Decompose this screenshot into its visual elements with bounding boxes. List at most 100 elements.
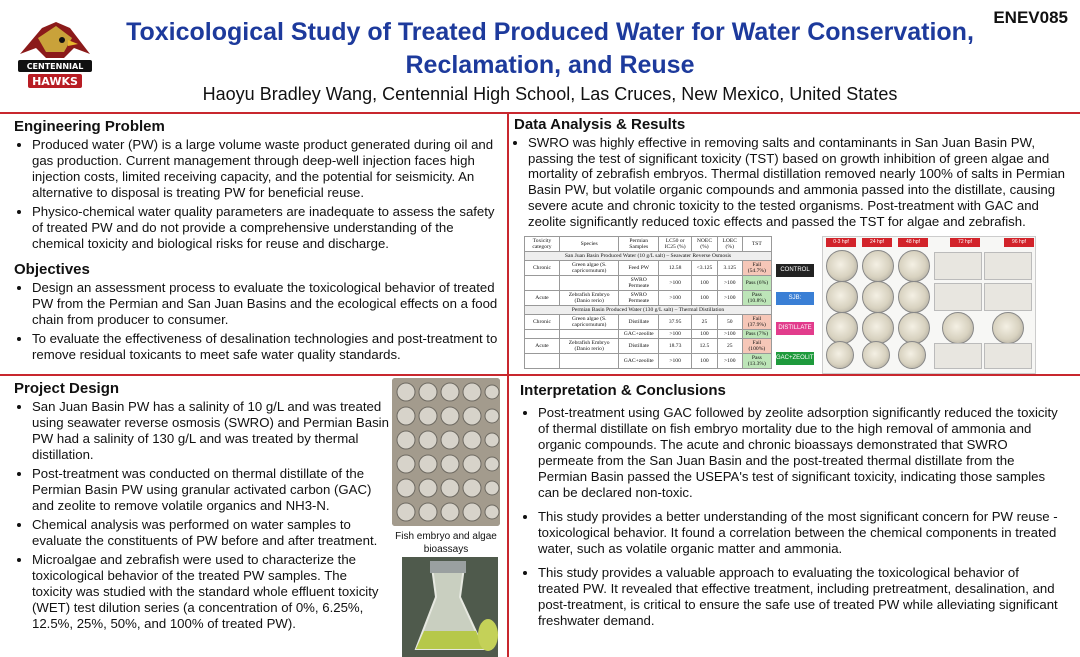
column-header-48hpf: 48 hpf [898, 238, 928, 247]
larva-image [934, 343, 982, 369]
legend-control: CONTROL [776, 264, 814, 277]
column-header-96hpf: 96 hpf [1004, 238, 1034, 247]
table-header: NOEC (%) [691, 236, 718, 252]
table-cell [558, 275, 620, 291]
larva-image [934, 252, 982, 280]
table-cell: SWRO Permeate [618, 275, 660, 291]
table-cell: Zebrafish Embryo (Danio rerio) [558, 290, 620, 306]
table-cell-tst: Pass (13.3%) [741, 353, 772, 369]
table-row: GAC+zeolite >100 100 >100 Pass (13.3%) [524, 353, 772, 369]
table-cell: 100 [691, 275, 718, 291]
engineering-problem-section: Engineering Problem Produced water (PW) … [14, 118, 504, 255]
table-row: Chronic Green algae (S. capricornutum) Fee… [524, 260, 772, 276]
table-header: Permian Samples [618, 236, 660, 252]
table-header: Species [558, 236, 620, 252]
project-design-heading: Project Design [14, 380, 120, 397]
table-cell: 100 [691, 329, 718, 339]
table-row: Acute Zebrafish Embryo (Danio rerio) Disti… [524, 338, 772, 354]
interpretation-bullet-3: This study provides a valuable approach … [538, 565, 1060, 629]
table-group-header: Permian Basin Produced Water (130 g/L sa… [524, 305, 772, 315]
table-cell: 25 [691, 314, 718, 330]
column-header-24hpf: 24 hpf [862, 238, 892, 247]
embryo-image [898, 341, 926, 369]
data-analysis-bullet: SWRO was highly effective in removing sa… [528, 135, 1070, 229]
table-cell: Chronic [524, 260, 560, 276]
table-cell: >100 [716, 275, 743, 291]
table-cell-tst: Fail (37.9%) [741, 314, 772, 330]
table-cell [524, 329, 560, 339]
poster-id: ENEV085 [993, 8, 1068, 27]
school-logo: CENTENNIAL HAWKS [12, 18, 98, 94]
results-table-container: Toxicity category Species Permian Sample… [524, 236, 772, 372]
table-cell: >100 [716, 353, 743, 369]
table-cell: Green algae (S. capricornutum) [558, 314, 620, 330]
logo-text-top: CENTENNIAL [27, 62, 84, 71]
objectives-heading: Objectives [14, 261, 90, 278]
table-cell-tst: Pass (6%) [741, 275, 772, 291]
table-cell: 3.125 [716, 260, 743, 276]
project-design-bullet-2: Post-treatment was conducted on thermal … [32, 466, 390, 514]
larva-image [984, 343, 1032, 369]
table-cell: >100 [716, 290, 743, 306]
embryo-image [862, 312, 894, 344]
table-cell-tst: Pass (10.8%) [741, 290, 772, 306]
table-cell: 12.58 [658, 260, 693, 276]
table-cell-tst: Pass (7%) [741, 329, 772, 339]
interpretation-bullet-1: Post-treatment using GAC followed by zeo… [538, 405, 1060, 501]
table-cell: 100 [691, 290, 718, 306]
embryo-image [862, 341, 890, 369]
table-row: Acute Zebrafish Embryo (Danio rerio) SWRO … [524, 290, 772, 306]
table-cell: <3.125 [691, 260, 718, 276]
table-cell: Distillate [618, 338, 660, 354]
table-cell-tst: Fail (54.7%) [741, 260, 772, 276]
table-header: Toxicity category [524, 236, 560, 252]
data-analysis-heading: Data Analysis & Results [514, 116, 686, 133]
table-cell [558, 353, 620, 369]
embryo-image [942, 312, 974, 344]
table-cell: Zebrafish Embryo (Danio rerio) [558, 338, 620, 354]
table-cell [524, 353, 560, 369]
interpretation-bullet-2: This study provides a better understandi… [538, 509, 1060, 557]
embryo-image [898, 281, 930, 313]
column-header-72hpf: 72 hpf [950, 238, 980, 247]
embryo-image [826, 281, 858, 313]
column-divider [507, 114, 509, 657]
table-row: Chronic Green algae (S. capricornutum) Dis… [524, 314, 772, 330]
middle-divider [0, 374, 1080, 376]
legend-sjb-toxicant: SJB: TOXICANT [776, 292, 814, 314]
legend-gac-zeolite: GAC+ZEOLITE [776, 352, 818, 365]
interpretation-section: Interpretation & Conclusions Post-treatm… [520, 382, 1060, 632]
embryo-image [992, 312, 1024, 344]
table-cell: 18.73 [658, 338, 693, 354]
data-analysis-section: Data Analysis & Results SWRO was highly … [514, 116, 1070, 232]
table-cell: Chronic [524, 314, 560, 330]
image-legend: CONTROL SJB: TOXICANT DISTILLATE GAC+ZEO… [774, 236, 822, 372]
project-design-bullet-3: Chemical analysis was performed on water… [32, 517, 390, 549]
embryo-image [826, 312, 858, 344]
table-cell [558, 329, 620, 339]
table-cell: GAC+zeolite [618, 353, 660, 369]
table-header: LOEC (%) [716, 236, 743, 252]
table-cell: 100 [691, 353, 718, 369]
table-cell: >100 [658, 329, 693, 339]
project-design-bullet-1: San Juan Basin PW has a salinity of 10 g… [32, 399, 390, 463]
logo-text-bottom: HAWKS [32, 75, 78, 88]
table-row: SWRO Permeate >100 100 >100 Pass (6%) [524, 275, 772, 291]
table-cell: Acute [524, 338, 560, 354]
embryo-image [862, 281, 894, 313]
table-header-row: Toxicity category Species Permian Sample… [524, 236, 772, 252]
author-line: Haoyu Bradley Wang, Centennial High Scho… [202, 84, 898, 104]
table-cell: 37.95 [658, 314, 693, 330]
objectives-bullet-1: Design an assessment process to evaluate… [32, 280, 504, 328]
embryo-image [862, 250, 894, 282]
embryo-image [826, 341, 854, 369]
title-line-2: Reclamation, and Reuse [405, 51, 695, 79]
table-cell: >100 [658, 353, 693, 369]
photo-caption: Fish embryo and algae bioassays [395, 531, 497, 555]
larva-image [984, 252, 1032, 280]
embryo-image [898, 312, 930, 344]
results-table: Toxicity category Species Permian Sample… [524, 236, 772, 369]
table-cell: SWRO Permeate [618, 290, 660, 306]
table-cell: Feed PW [618, 260, 660, 276]
project-design-section: Project Design San Juan Basin PW has a s… [14, 380, 390, 635]
